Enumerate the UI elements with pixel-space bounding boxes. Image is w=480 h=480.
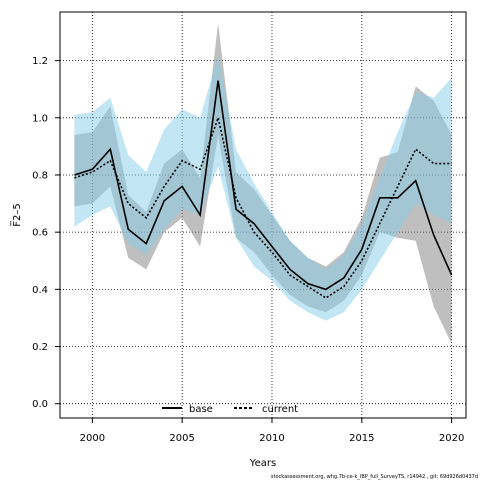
y-tick-label: 1.2 <box>32 56 48 67</box>
y-tick-label: 0.0 <box>32 399 48 410</box>
x-tick-label: 2010 <box>259 433 284 444</box>
series-line-base <box>74 80 453 291</box>
y-tick-label: 1.0 <box>32 113 48 124</box>
footnote: stockassessment.org, whg.7b-ce-k_IBP_ful… <box>271 474 478 480</box>
y-axis: 0.0 0.2 0.4 0.6 0.8 1.0 1.2 <box>32 56 60 410</box>
x-axis-title: Years <box>249 458 276 469</box>
plot-frame <box>59 11 467 419</box>
x-tick-label: 2015 <box>349 433 374 444</box>
legend: base current <box>162 404 298 415</box>
y-axis-title: F̅2–5 <box>10 203 23 227</box>
y-tick-label: 0.6 <box>32 228 48 239</box>
series-line-current <box>74 114 452 299</box>
y-tick-label: 0.4 <box>32 285 48 296</box>
y-tick-label: 0.2 <box>32 342 48 353</box>
legend-label-base: base <box>189 404 213 415</box>
x-tick-label: 2005 <box>169 433 194 444</box>
band-current <box>74 54 452 321</box>
x-tick-label: 2000 <box>80 433 105 444</box>
x-axis: 2000 2005 2010 2015 2020 <box>80 418 464 444</box>
legend-label-current: current <box>262 404 298 415</box>
series-lines <box>74 80 453 299</box>
x-tick-label: 2020 <box>439 433 464 444</box>
confidence-bands <box>74 23 452 344</box>
y-tick-label: 0.8 <box>32 170 48 181</box>
